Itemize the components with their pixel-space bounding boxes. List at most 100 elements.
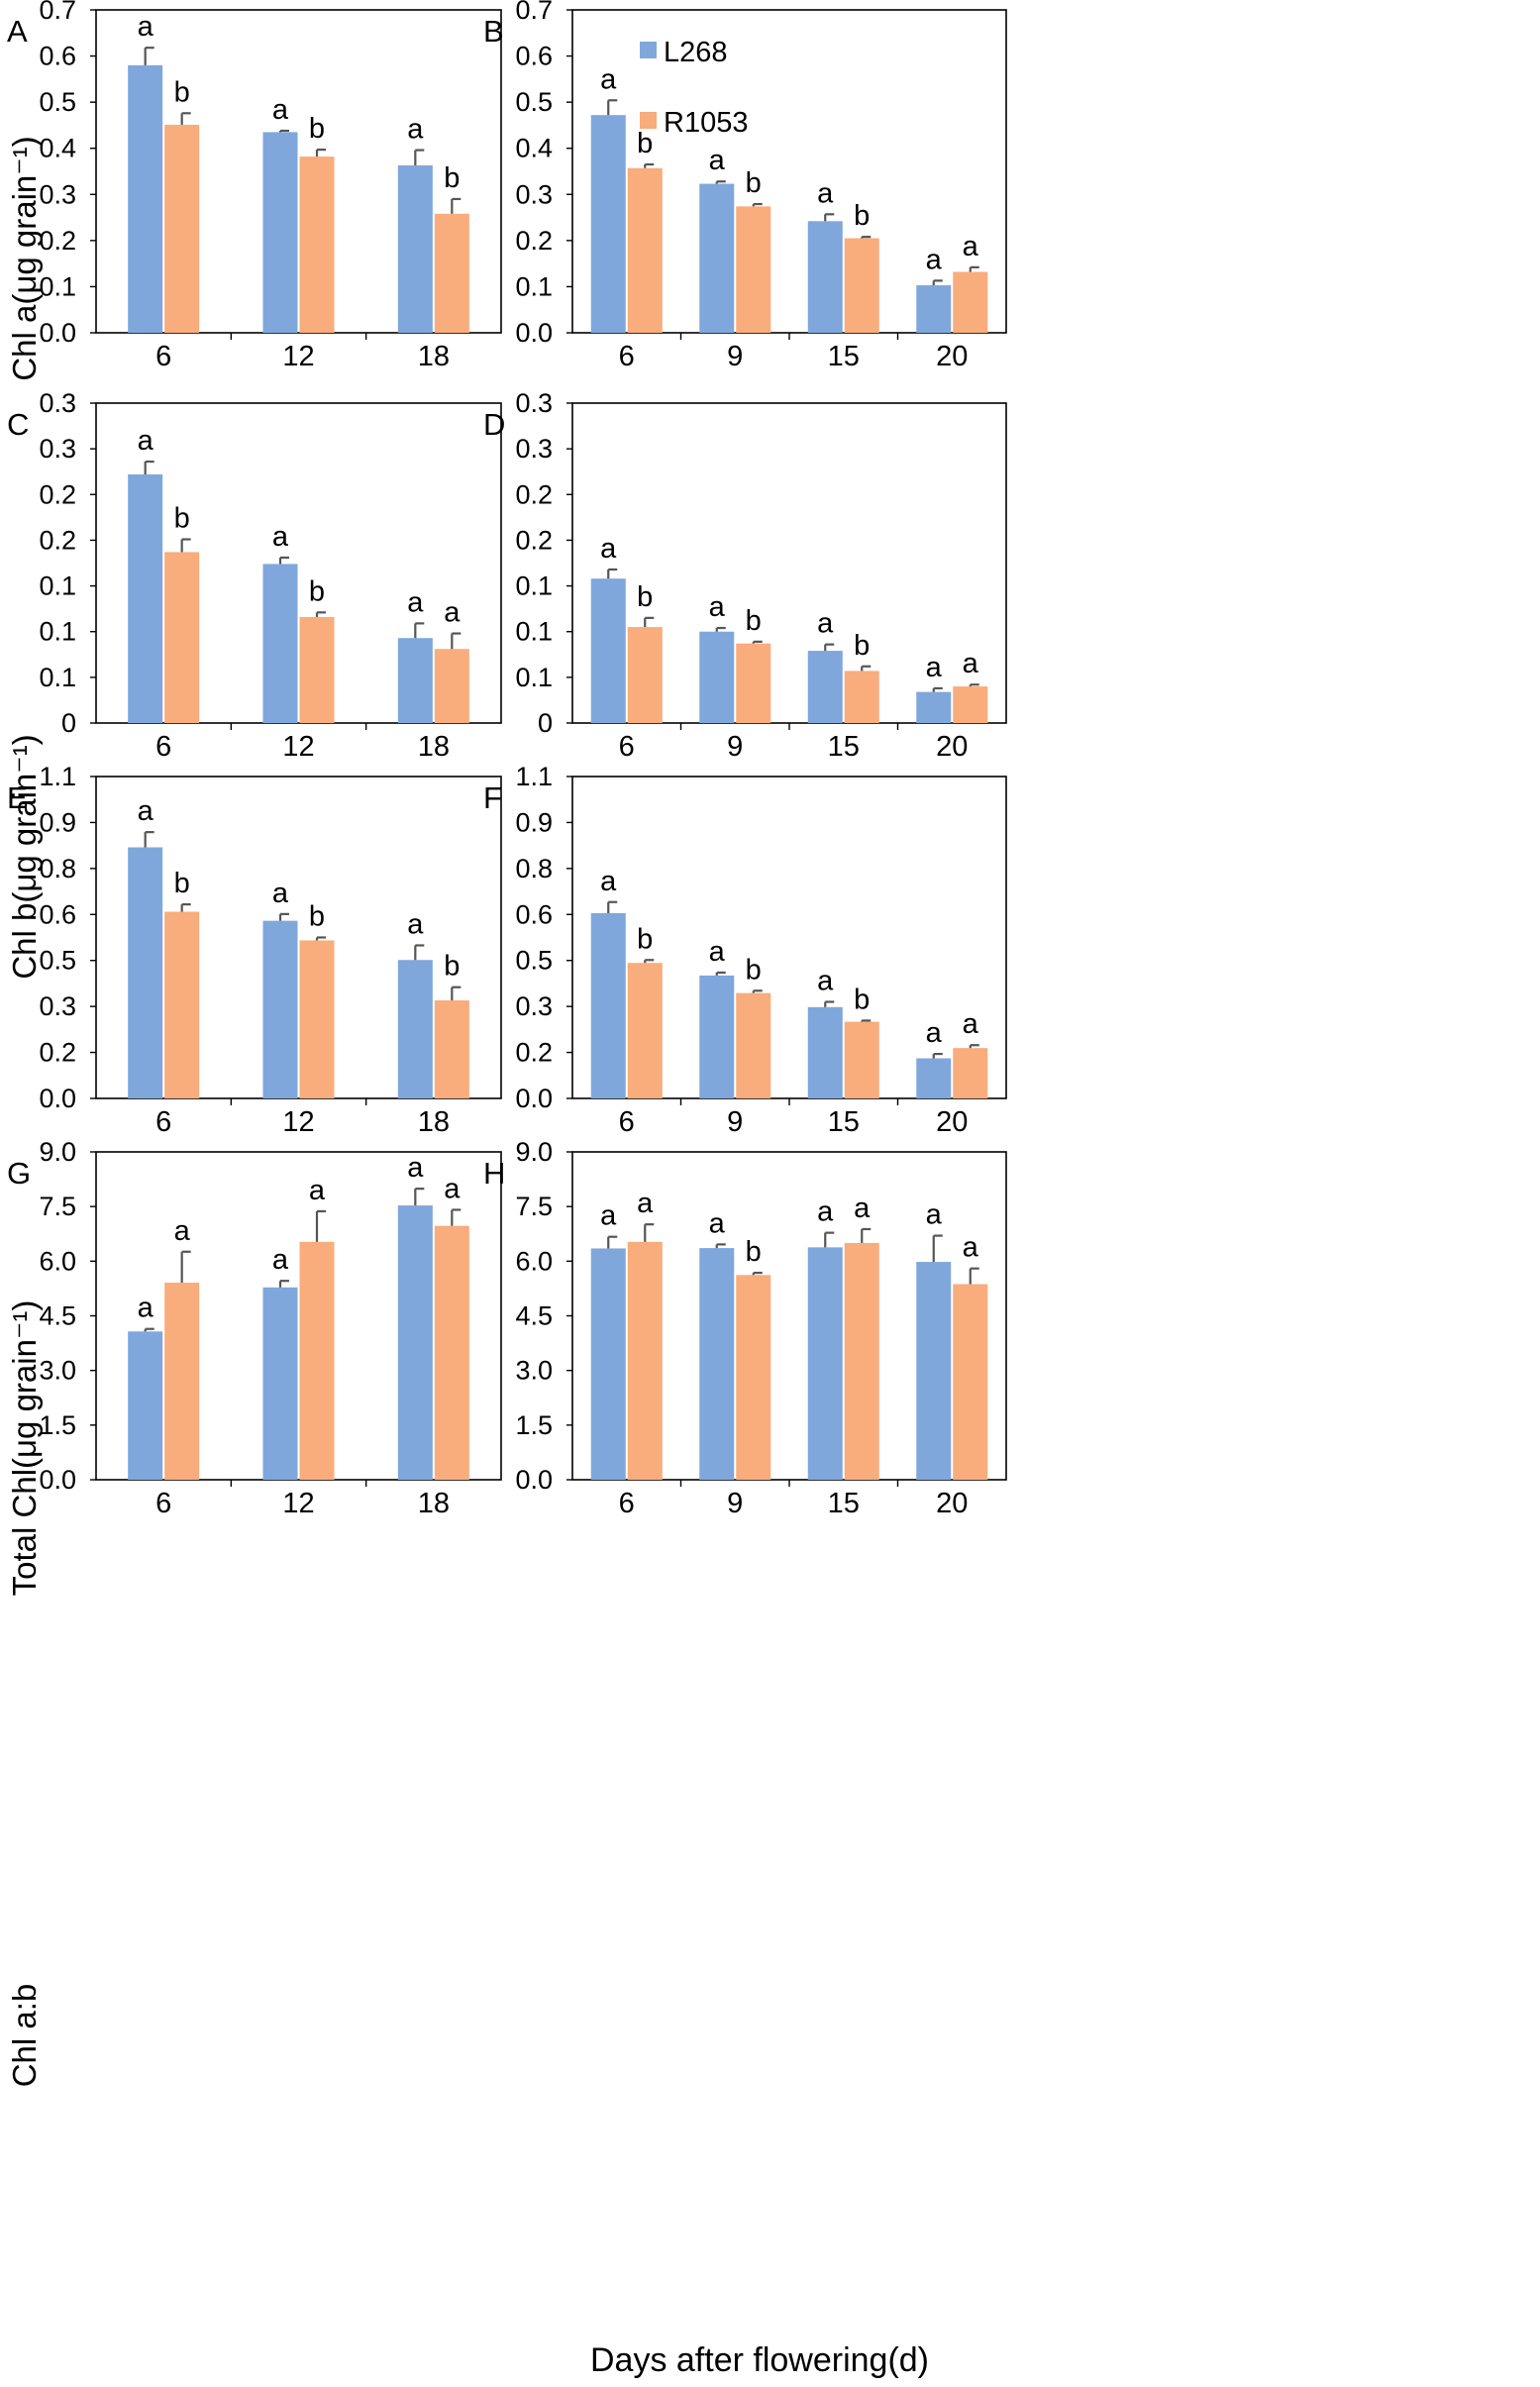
y-tick-label-h-4: 6.0 [515,1246,553,1276]
y-tick-label-h-1: 1.5 [515,1410,553,1440]
x-tick-label-g-6: 6 [155,1488,171,1519]
sig-letter-e-l268-6: a [138,795,154,827]
bar-d-r1053-15 [844,671,879,723]
y-tick-label-a-0: 0.0 [39,318,76,348]
sig-letter-c-l268-6: a [138,425,154,457]
y-tick-label-d-0: 0 [538,708,553,738]
x-tick-label-b-6: 6 [619,341,635,372]
sig-letter-b-r1053-15: b [854,200,870,232]
sig-letter-h-r1053-20: a [963,1232,979,1264]
sig-letter-b-l268-9: a [709,145,726,176]
sig-letter-d-l268-9: a [709,591,726,623]
sig-letter-a-r1053-6: b [174,76,190,108]
bar-b-l268-6 [590,115,626,333]
bar-g-l268-6 [128,1331,163,1480]
y-tick-label-f-0: 0.0 [515,1084,553,1113]
x-tick-label-e-12: 12 [282,1106,314,1138]
bar-b-r1053-6 [627,167,663,333]
bar-b-r1053-20 [953,271,988,333]
bar-f-l268-20 [916,1058,952,1098]
bar-h-l268-9 [699,1248,735,1480]
x-tick-label-b-15: 15 [828,341,860,372]
y-tick-label-f-3: 0.5 [515,946,553,976]
sig-letter-b-r1053-20: a [963,231,979,262]
x-tick-label-a-18: 18 [418,341,450,372]
y-tick-label-a-4: 0.4 [39,134,76,163]
x-tick-label-f-15: 15 [828,1106,860,1138]
sig-letter-h-l268-9: a [709,1207,726,1239]
sig-letter-c-l268-12: a [272,521,289,553]
x-tick-label-c-18: 18 [418,731,450,763]
bar-h-r1053-20 [953,1284,988,1480]
y-tick-label-b-5: 0.5 [515,87,553,117]
sig-letter-f-l268-15: a [817,966,834,997]
sig-letter-d-l268-6: a [600,533,617,565]
y-tick-label-a-5: 0.5 [39,87,76,117]
y-tick-label-g-3: 4.5 [39,1301,76,1331]
x-axis-title: Days after flowering(d) [590,2341,929,2379]
panel-letter-d: D [483,407,505,442]
bar-f-r1053-15 [844,1021,879,1098]
sig-letter-f-r1053-15: b [854,984,870,1015]
panel-letter-b: B [483,14,504,49]
bar-b-r1053-15 [844,238,879,333]
sig-letter-d-r1053-15: b [854,630,870,662]
bar-d-l268-9 [699,631,735,723]
bar-h-r1053-6 [627,1241,663,1480]
y-tick-label-f-5: 0.8 [515,854,553,883]
sig-letter-g-r1053-12: a [309,1175,326,1206]
sig-letter-d-l268-15: a [817,608,834,640]
y-tick-label-f-4: 0.6 [515,899,553,929]
y-tick-label-g-1: 1.5 [39,1410,76,1440]
y-tick-label-e-0: 0.0 [39,1084,76,1113]
sig-letter-e-l268-18: a [407,908,424,940]
sig-letter-f-l268-20: a [926,1017,943,1049]
y-tick-label-e-3: 0.5 [39,946,76,976]
x-tick-label-g-12: 12 [282,1488,314,1519]
y-tick-label-d-5: 0.2 [515,479,553,509]
y-tick-label-a-3: 0.3 [39,179,76,209]
y-tick-label-f-7: 1.1 [515,762,553,791]
bar-d-r1053-20 [953,686,988,723]
sig-letter-g-l268-12: a [272,1244,289,1276]
y-tick-label-a-7: 0.7 [39,0,76,25]
y-tick-label-b-2: 0.2 [515,226,553,256]
sig-letter-b-l268-20: a [926,244,943,275]
sig-letter-f-r1053-9: b [746,954,762,986]
y-tick-label-b-7: 0.7 [515,0,553,25]
bar-a-r1053-12 [299,156,335,333]
bar-d-r1053-6 [627,627,663,723]
x-tick-label-e-6: 6 [155,1106,171,1138]
bar-a-l268-6 [128,64,163,333]
bar-b-r1053-9 [736,206,771,333]
sig-letter-b-l268-6: a [600,63,617,95]
sig-letter-c-r1053-12: b [309,575,325,607]
bar-d-l268-6 [590,578,626,723]
y-tick-label-g-0: 0.0 [39,1465,76,1495]
sig-letter-e-r1053-18: b [444,951,460,983]
bar-c-l268-18 [397,638,433,723]
x-tick-label-f-6: 6 [619,1106,635,1138]
x-tick-label-a-6: 6 [155,341,171,372]
y-tick-label-b-0: 0.0 [515,318,553,348]
bar-g-l268-18 [397,1205,433,1480]
y-tick-label-c-1: 0.1 [39,663,76,692]
bar-a-r1053-18 [434,213,469,333]
y-tick-label-h-3: 4.5 [515,1301,553,1331]
sig-letter-a-l268-18: a [407,114,424,146]
sig-letter-g-l268-6: a [138,1293,154,1324]
bar-c-r1053-18 [434,649,469,723]
bar-g-r1053-12 [299,1241,335,1480]
y-tick-label-a-2: 0.2 [39,226,76,256]
x-tick-label-e-18: 18 [418,1106,450,1138]
panel-letter-g: G [7,1156,31,1191]
sig-letter-e-l268-12: a [272,878,289,909]
bar-a-l268-18 [397,164,433,333]
bar-e-r1053-6 [164,911,200,1098]
y-tick-label-c-0: 0 [61,708,76,738]
